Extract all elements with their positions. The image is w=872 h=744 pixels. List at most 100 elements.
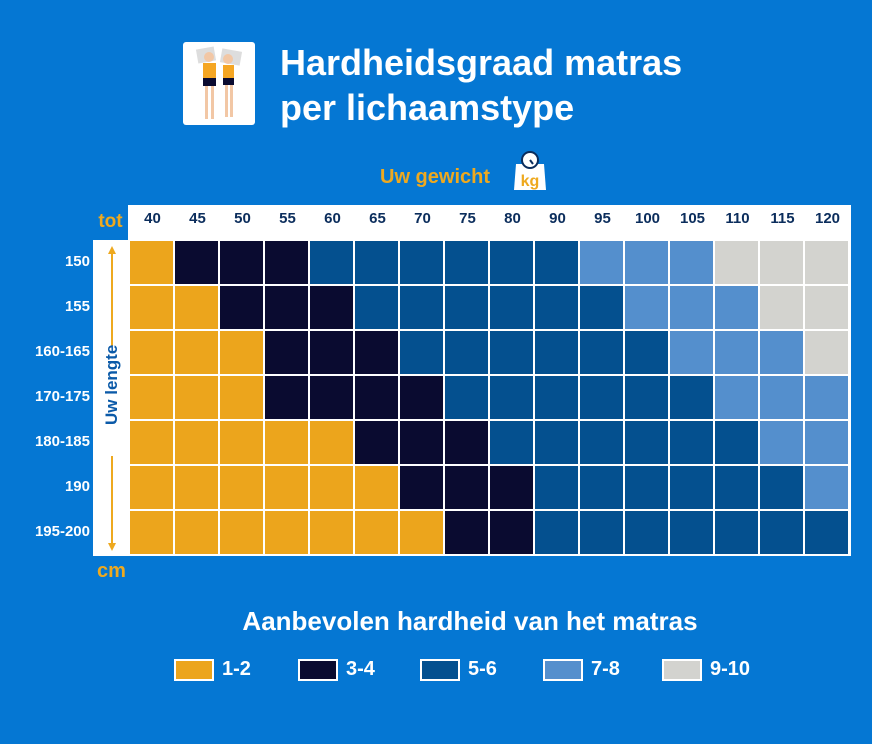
column-label: 65 (369, 210, 386, 227)
heatmap-cell (760, 421, 803, 464)
heatmap-cell (310, 466, 353, 509)
legend-swatch (174, 658, 214, 681)
heatmap-cell (625, 511, 668, 554)
weight-axis-label: Uw gewicht (380, 166, 491, 188)
column-label: 120 (814, 210, 841, 227)
heatmap-cell (355, 511, 398, 554)
heatmap-cell (130, 241, 173, 284)
column-label: 90 (549, 210, 566, 227)
heatmap-cell (130, 376, 173, 419)
heatmap-cell (355, 241, 398, 284)
row-label: 160-165 (34, 343, 90, 360)
heatmap-cell (445, 286, 488, 329)
heatmap-cell (220, 286, 263, 329)
column-label: 100 (634, 210, 661, 227)
heatmap-cell (580, 511, 623, 554)
legend-label: 5-6 (468, 658, 497, 680)
heatmap-cell (805, 421, 848, 464)
legend-swatch (543, 658, 583, 681)
legend-label: 7-8 (591, 658, 620, 680)
legend-swatch (420, 658, 460, 681)
legend-label: 1-2 (222, 658, 251, 680)
heatmap-cell (310, 421, 353, 464)
heatmap-cell (220, 421, 263, 464)
heatmap-cell (175, 241, 218, 284)
legend-item: 9-10 (662, 658, 750, 681)
heatmap-cell (175, 466, 218, 509)
heatmap-cell (175, 421, 218, 464)
heatmap-cell (220, 511, 263, 554)
heatmap-cell (355, 376, 398, 419)
heatmap-cell (130, 286, 173, 329)
heatmap-cell (805, 241, 848, 284)
heatmap-cell (400, 331, 443, 374)
heatmap-cell (130, 466, 173, 509)
heatmap-cell (670, 466, 713, 509)
heatmap-cell (400, 466, 443, 509)
legend-item: 1-2 (174, 658, 251, 681)
heatmap-cell (445, 511, 488, 554)
heatmap-cell (265, 376, 308, 419)
heatmap-cell (535, 376, 578, 419)
title-line-2: per lichaamstype (280, 87, 575, 128)
heatmap-cell (310, 511, 353, 554)
legend-title: Aanbevolen hardheid van het matras (242, 606, 698, 636)
heatmap-cell (760, 466, 803, 509)
heatmap-cell (220, 376, 263, 419)
heatmap-cell (580, 376, 623, 419)
heatmap-cell (715, 466, 758, 509)
heatmap-cell (670, 241, 713, 284)
legend-label: 3-4 (346, 658, 375, 680)
column-label: 80 (504, 210, 521, 227)
heatmap-cell (355, 421, 398, 464)
heatmap-cell (805, 331, 848, 374)
heatmap-cell (310, 241, 353, 284)
heatmap-cell (625, 331, 668, 374)
heatmap-cell (175, 376, 218, 419)
column-label: 70 (414, 210, 431, 227)
legend-item: 5-6 (420, 658, 497, 681)
kg-text: kg (521, 173, 540, 190)
heatmap-cell (670, 511, 713, 554)
heatmap-cell (490, 511, 533, 554)
heatmap-cell (580, 331, 623, 374)
row-label: 170-175 (34, 388, 90, 405)
heatmap-cell (715, 511, 758, 554)
row-label: 195-200 (34, 523, 90, 540)
legend-item: 7-8 (543, 658, 620, 681)
column-label: 110 (725, 210, 750, 227)
legend-swatch (662, 658, 702, 681)
heatmap-cell (715, 241, 758, 284)
heatmap-cell (760, 376, 803, 419)
heatmap-cell (445, 421, 488, 464)
heatmap-cell (580, 241, 623, 284)
column-label: 45 (189, 210, 206, 227)
heatmap-cell (625, 241, 668, 284)
row-label: 190 (64, 478, 90, 495)
heatmap-cell (310, 286, 353, 329)
heatmap-cell (805, 511, 848, 554)
heatmap-cell (805, 376, 848, 419)
column-label: 95 (594, 210, 611, 227)
column-label: 105 (679, 210, 706, 227)
heatmap-cell (175, 286, 218, 329)
heatmap-cell (490, 331, 533, 374)
heatmap-cell (265, 331, 308, 374)
heatmap-cell (715, 421, 758, 464)
heatmap-cell (490, 421, 533, 464)
heatmap-cell (535, 286, 578, 329)
heatmap-cell (400, 286, 443, 329)
row-label: 150 (64, 253, 90, 270)
heatmap-cell (760, 241, 803, 284)
tot-label: tot (93, 205, 128, 240)
heatmap-cell (625, 286, 668, 329)
heatmap-cell (535, 331, 578, 374)
heatmap-cell (670, 421, 713, 464)
heatmap-cell (310, 376, 353, 419)
column-label: 60 (324, 210, 341, 227)
legend-swatch (298, 658, 338, 681)
couple-illustration-logo (183, 42, 255, 125)
heatmap-cell (130, 331, 173, 374)
heatmap-cell (400, 421, 443, 464)
column-label: 75 (459, 210, 476, 227)
